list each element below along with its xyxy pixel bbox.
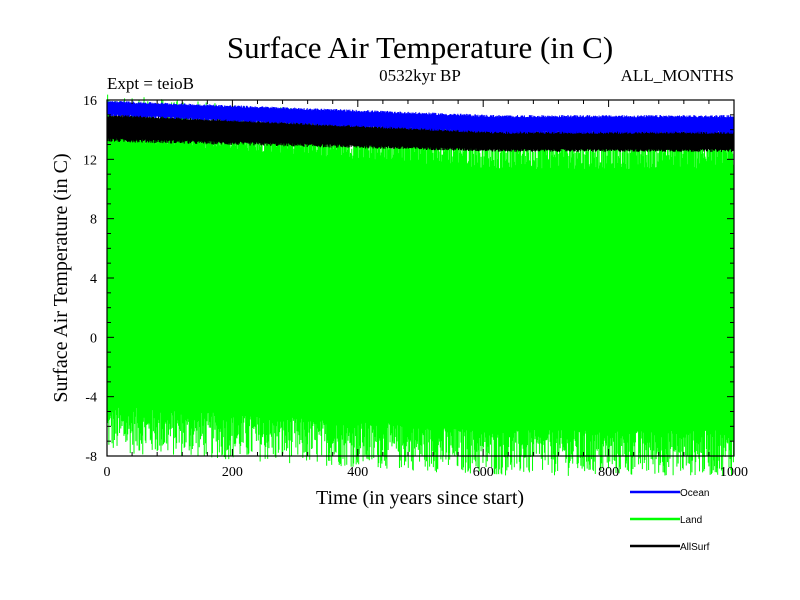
series-line-land: [106, 94, 735, 476]
chart-title: Surface Air Temperature (in C): [227, 30, 613, 65]
y-tick-label: -8: [85, 450, 97, 465]
legend-label-land: Land: [680, 515, 702, 526]
legend-label-allsurf: AllSurf: [680, 542, 710, 553]
x-tick-label: 800: [598, 465, 619, 480]
chart-subtitle-right: ALL_MONTHS: [621, 66, 734, 85]
x-axis-label: Time (in years since start): [316, 487, 524, 509]
x-tick-label: 200: [222, 465, 243, 480]
y-tick-label: 4: [90, 272, 97, 287]
y-tick-label: 8: [90, 213, 97, 228]
y-tick-label: 16: [83, 94, 97, 109]
x-tick-label: 600: [473, 465, 494, 480]
chart-subtitle-left: Expt = teioB: [107, 74, 194, 93]
series-line-allsurf: [106, 113, 735, 152]
chart-subtitle-center: 0532kyr BP: [379, 66, 461, 85]
plot-area: [106, 94, 735, 476]
x-tick-label: 400: [347, 465, 368, 480]
legend: Ocean Land AllSurf: [630, 488, 710, 553]
x-tick-label: 0: [104, 465, 111, 480]
y-axis-label: Surface Air Temperature (in C): [50, 153, 72, 402]
y-tick-label: -4: [85, 391, 97, 406]
legend-label-ocean: Ocean: [680, 488, 709, 499]
axis-ticks: 0 200 400 600 800 1000 -8 -4 0 4 8 12 16: [83, 94, 748, 480]
y-tick-label: 12: [83, 153, 97, 168]
series-line-ocean: [106, 100, 735, 134]
y-tick-label: 0: [90, 331, 97, 346]
x-tick-label: 1000: [720, 465, 748, 480]
